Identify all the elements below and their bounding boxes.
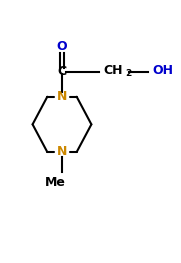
Text: O: O — [57, 40, 67, 53]
Text: 2: 2 — [125, 69, 132, 78]
Text: OH: OH — [152, 64, 173, 77]
Text: CH: CH — [104, 64, 123, 77]
Text: N: N — [57, 90, 67, 103]
Text: N: N — [57, 145, 67, 159]
Text: Me: Me — [44, 176, 65, 189]
Text: C: C — [57, 65, 67, 78]
